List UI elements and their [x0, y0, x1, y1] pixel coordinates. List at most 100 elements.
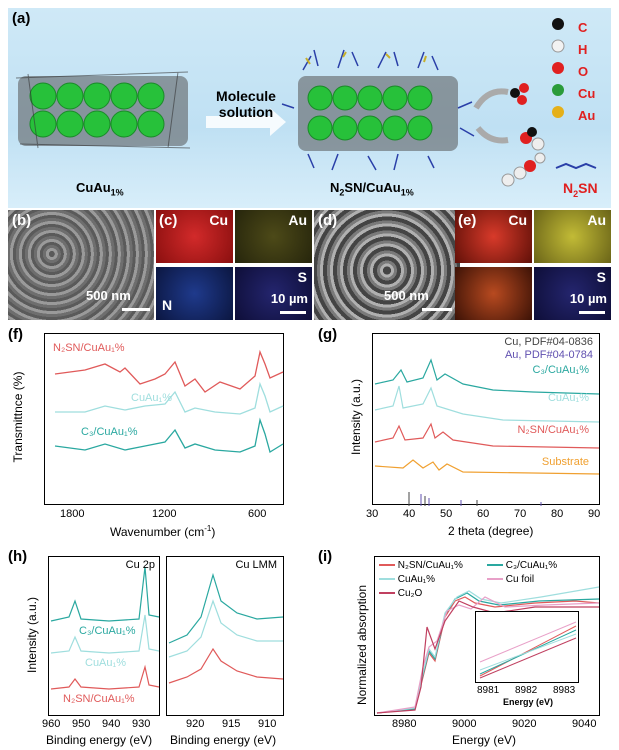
xtick-g-60: 60 [477, 508, 490, 520]
series-c3-g [374, 358, 600, 395]
legend-label-n2sn-i: N₂SN/CuAu₁% [397, 560, 463, 571]
xtick-i-9040: 9040 [572, 718, 597, 730]
scheme-illustration [15, 18, 597, 187]
legend-au-dot [552, 106, 564, 118]
arrow-caption: Molecule solution [206, 88, 286, 120]
series-label-cuau-f: CuAu₁% [131, 392, 173, 404]
arrow-caption-line2: solution [218, 104, 274, 120]
panel-label-b: (b) [12, 212, 32, 229]
legend-cu: Cu [578, 86, 596, 101]
xtick-h-950: 950 [72, 718, 91, 730]
eds-tile-cu-e: Cu (e) [455, 210, 532, 263]
series-c3-h-right [168, 572, 284, 644]
eds-maps-c: Cu (c) Au N S 10 µm [156, 210, 312, 320]
inset-xlabel-i: Energy (eV) [503, 697, 554, 707]
sem-image-b: (b) 500 nm [8, 210, 154, 320]
legend-swatch-cufoil-i [487, 578, 503, 581]
legend-c-dot [552, 18, 564, 30]
ref-ticks-cu [408, 492, 478, 506]
spectra-h-left [50, 566, 160, 690]
scheme-legend: C H O Cu Au [578, 17, 595, 127]
legend-au: Au [578, 108, 596, 123]
xtick-h-940: 940 [102, 718, 121, 730]
inset-xtick-8983: 8983 [553, 685, 576, 696]
series-n2sn-h-right [168, 647, 284, 684]
xtick-h-930: 930 [132, 718, 151, 730]
series-label-n2sn-f: N₂SN/CuAu₁% [53, 342, 125, 354]
xlabel-i: Energy (eV) [452, 733, 517, 747]
eds-tile-cu-c: Cu (c) [156, 210, 233, 263]
xlabel-h-right: Binding energy (eV) [170, 733, 277, 747]
caption-cuau: CuAu1% [76, 180, 124, 198]
panel-label-d: (d) [318, 212, 338, 229]
series-label-n2sn-h: N₂SN/CuAu₁% [63, 693, 135, 705]
xlabel-f: Wavenumber (cm-1) [110, 524, 216, 539]
series-label-substrate-g: Substrate [541, 456, 589, 468]
xtick-h-960: 960 [42, 718, 61, 730]
legend-c: C [578, 20, 588, 35]
inset-spectra-i [479, 621, 577, 679]
sem-image-d: (d) 500 nm [314, 210, 460, 320]
legend-swatch-n2sn-i [379, 564, 395, 567]
legend-label-cu2o-i: Cu₂O [397, 588, 423, 599]
eds-tile-au-e: Au [534, 210, 611, 263]
legend-swatch-c3-i [487, 564, 503, 567]
xtick-f-1800: 1800 [60, 508, 85, 520]
title-h-left: Cu 2p [125, 559, 155, 571]
xtick-g-30: 30 [366, 508, 379, 520]
eds-tile-s-e: S 10 µm [534, 267, 611, 320]
ref-ticks-au [420, 494, 542, 506]
legend-swatch-cuau-i [379, 578, 395, 581]
panel-label-f: (f) [8, 326, 23, 343]
series-label-c3-g: C₃/CuAu₁% [532, 364, 590, 376]
xtick-f-1200: 1200 [152, 508, 177, 520]
molecule-icons [473, 83, 597, 187]
panel-label-h: (h) [8, 548, 28, 565]
xlabel-h-left: Binding energy (eV) [46, 733, 153, 747]
series-label-n2sn-g: N₂SN/CuAu₁% [517, 424, 589, 436]
scheme-panel: (a) [8, 8, 611, 208]
panel-label-i: (i) [318, 548, 333, 565]
arrow-icon [206, 108, 286, 136]
legend-o-dot [552, 62, 564, 74]
series-cuau-g [374, 385, 600, 423]
xtick-g-70: 70 [514, 508, 527, 520]
legend-swatch-cu2o-i [379, 592, 395, 595]
xtick-g-80: 80 [551, 508, 564, 520]
legend-h-dot [551, 39, 565, 53]
ref-label-au: Au, PDF#04-0784 [504, 349, 593, 361]
xtick-g-40: 40 [403, 508, 416, 520]
spectra-h-right [168, 572, 284, 684]
panel-label-g: (g) [318, 326, 338, 343]
arrow-caption-line1: Molecule [216, 88, 276, 104]
inset-xtick-8981: 8981 [477, 685, 500, 696]
legend-label-c3-i: C₃/CuAu₁% [505, 560, 558, 571]
plot-area-h-right: Cu LMM [166, 556, 284, 716]
series-label-c3-f: C₃/CuAu₁% [81, 426, 138, 438]
ylabel-g: Intensity (a.u.) [349, 378, 363, 456]
xtick-i-9020: 9020 [512, 718, 537, 730]
cuau-nanostructure [15, 71, 191, 149]
n2sn-cuau-nanostructure [281, 49, 475, 171]
spectra-f [54, 349, 284, 454]
series-label-c3-h: C₃/CuAu₁% [79, 625, 136, 637]
title-h-right: Cu LMM [235, 559, 277, 571]
ylabel-i: Normalized absorption [355, 584, 369, 706]
xtick-h-915: 915 [222, 718, 241, 730]
series-cuau-h-left [50, 614, 160, 654]
series-substrate-g [374, 459, 600, 475]
plot-area-f: N₂SN/CuAu₁% CuAu₁% C₃/CuAu₁% [44, 333, 284, 505]
eds-tile-overlay-e [455, 267, 532, 320]
xlabel-g: 2 theta (degree) [448, 524, 534, 538]
eds-tile-n-c: N [156, 267, 233, 320]
series-n2sn-g [374, 422, 600, 449]
legend-label-cufoil-i: Cu foil [505, 574, 535, 585]
eds-maps-e: Cu (e) Au S 10 µm [455, 210, 611, 320]
eds-tile-s-c: S 10 µm [235, 267, 312, 320]
series-n2sn-h-left [50, 664, 160, 690]
inset-plot-i [475, 611, 579, 683]
legend-cu-dot [552, 84, 564, 96]
scale-label-b: 500 nm [86, 288, 131, 303]
inset-xtick-8982: 8982 [515, 685, 538, 696]
series-cuau-h-right [168, 599, 283, 658]
